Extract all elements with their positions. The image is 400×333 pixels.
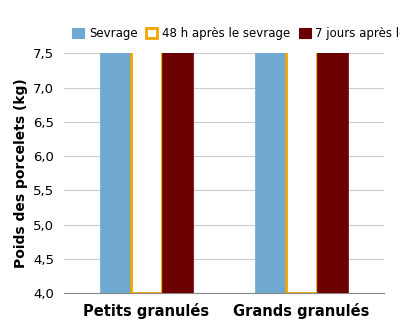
Bar xyxy=(286,0,317,293)
Bar xyxy=(255,0,286,293)
Bar xyxy=(131,0,162,293)
Legend: Sevrage, 48 h après le sevrage, 7 jours après le sevrage: Sevrage, 48 h après le sevrage, 7 jours … xyxy=(70,25,400,43)
Bar xyxy=(317,0,348,293)
Y-axis label: Poids des porcelets (kg): Poids des porcelets (kg) xyxy=(14,78,28,268)
Bar xyxy=(100,0,131,293)
Bar xyxy=(162,0,193,293)
